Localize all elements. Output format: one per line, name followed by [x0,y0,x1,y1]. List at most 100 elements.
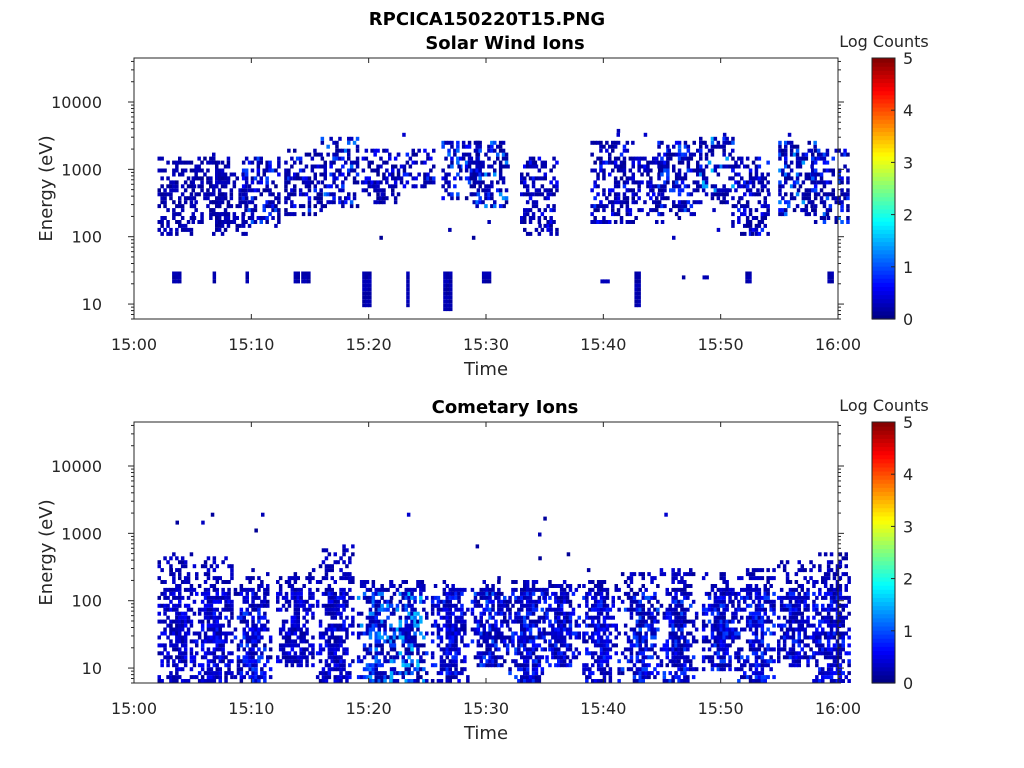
heatmap-cell [834,200,838,205]
heatmap-cell [276,607,280,612]
heatmap-cell [748,663,753,668]
heatmap-cell [629,639,634,644]
heatmap-cell [223,172,228,177]
heatmap-cell [531,212,536,217]
heatmap-cell [680,655,684,660]
heatmap-cell [683,607,687,612]
heatmap-cell [218,667,222,672]
heatmap-cell [321,591,326,596]
heatmap-cell [203,196,207,201]
heatmap-cell [632,675,637,680]
heatmap-cell [257,611,261,616]
heatmap-cell [406,279,410,284]
heatmap-cell [175,643,179,648]
heatmap-cell [602,595,607,600]
heatmap-cell [244,180,249,185]
heatmap-cell [568,623,573,628]
heatmap-cell [175,184,179,189]
heatmap-cell [816,156,821,161]
heatmap-cell [593,584,598,588]
heatmap-cell [605,595,610,600]
heatmap-cell [649,168,653,173]
heatmap-cell [333,659,337,664]
heatmap-cell [442,603,447,608]
heatmap-cell [629,627,634,632]
heatmap-cell [822,204,827,209]
heatmap-cell [596,663,601,668]
heatmap-cell [534,580,539,584]
heatmap-cell [365,667,370,672]
heatmap-cell [494,655,498,660]
heatmap-cell [694,627,699,632]
heatmap-cell [439,679,444,683]
heatmap-cell [163,227,167,232]
heatmap-cell [819,200,824,205]
heatmap-cell [528,176,533,181]
heatmap-cell [172,603,176,608]
heatmap-cell [784,144,788,149]
heatmap-cell [680,180,685,185]
heatmap-cell [224,556,228,561]
heatmap-cell [653,631,657,636]
heatmap-cell [490,144,494,149]
heatmap-cell [175,671,179,676]
heatmap-cell [523,595,527,600]
heatmap-cell [692,140,696,145]
heatmap-cell [266,655,270,660]
heatmap-cell [203,603,208,608]
heatmap-cell [543,615,547,620]
heatmap-cell [482,655,486,660]
heatmap-cell [311,603,315,608]
heatmap-cell [760,204,765,209]
heatmap-cell [244,200,248,205]
heatmap-cell [653,635,657,640]
heatmap-cell [284,607,289,612]
heatmap-cell [479,595,483,600]
heatmap-cell [251,679,255,683]
heatmap-cell [169,587,173,592]
heatmap-cell [674,639,678,644]
heatmap-cell [671,568,675,573]
heatmap-cell [318,631,323,636]
heatmap-cell [407,627,411,632]
heatmap-cell [620,599,625,604]
heatmap-cell [511,580,515,584]
heatmap-cell [301,271,305,276]
heatmap-cell [628,168,633,173]
heatmap-cell [284,184,288,189]
heatmap-cell [748,231,753,236]
heatmap-cell [401,591,405,596]
heatmap-cell [647,663,651,668]
heatmap-cell [339,663,343,668]
heatmap-cell [668,619,672,624]
heatmap-cell [248,603,252,608]
heatmap-cell [475,144,479,149]
heatmap-cell [491,651,495,656]
heatmap-cell [588,623,592,628]
heatmap-cell [549,208,553,213]
heatmap-cell [716,615,721,620]
heatmap-cell [341,148,345,153]
heatmap-cell [248,651,252,656]
heatmap-cell [436,611,441,616]
heatmap-cell [266,584,270,588]
colorbar-segment [872,180,895,186]
heatmap-cell [342,639,346,644]
heatmap-cell [200,184,204,189]
heatmap-cell [738,196,742,201]
heatmap-cell [825,160,830,165]
heatmap-cell [178,675,182,680]
heatmap-cell [342,627,346,632]
heatmap-cell [734,160,738,165]
heatmap-cell [256,160,261,165]
heatmap-cell [743,184,747,189]
heatmap-cell [457,671,461,676]
heatmap-cell [691,635,696,640]
heatmap-cell [737,184,741,189]
heatmap-cell [186,576,191,581]
heatmap-cell [734,591,738,596]
heatmap-cell [716,603,721,608]
heatmap-cell [754,164,759,169]
heatmap-cell [330,623,334,628]
heatmap-cell [686,639,690,644]
